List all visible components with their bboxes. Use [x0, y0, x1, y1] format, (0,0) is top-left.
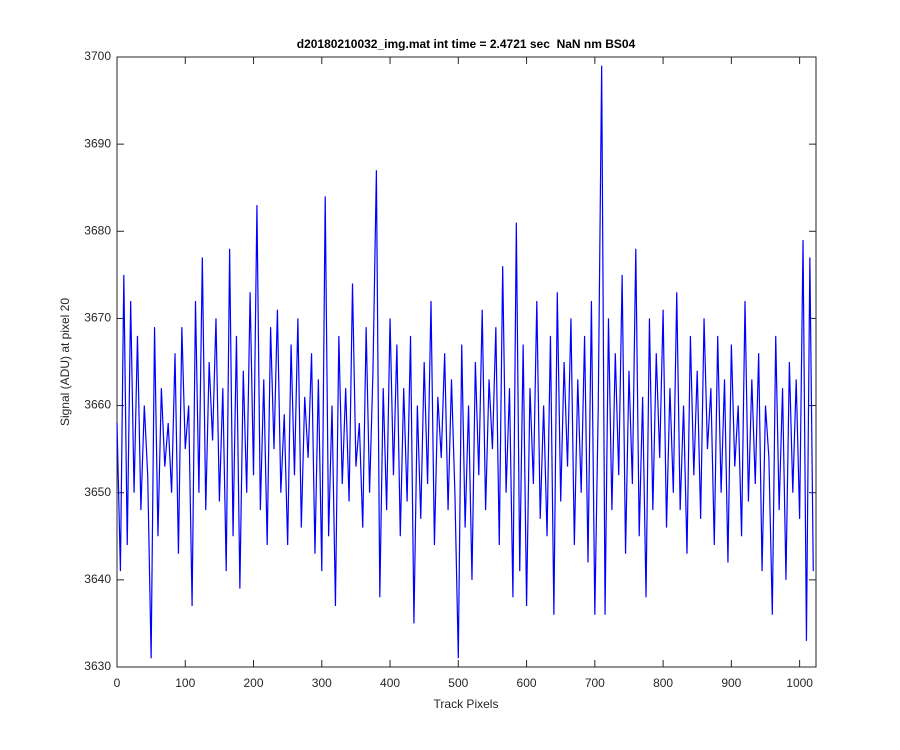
x-tick-label: 100: [175, 676, 195, 690]
x-axis-label: Track Pixels: [434, 697, 499, 711]
x-tick-label: 1000: [786, 676, 813, 690]
x-tick-label: 700: [585, 676, 605, 690]
y-axis-label: Signal (ADU) at pixel 20: [58, 298, 72, 426]
chart-title: d20180210032_img.mat int time = 2.4721 s…: [297, 37, 636, 51]
x-tick-label: 600: [517, 676, 537, 690]
x-tick-label: 900: [721, 676, 741, 690]
y-tick-label: 3650: [84, 485, 111, 499]
data-line: [116, 65, 814, 659]
y-tick-label: 3680: [84, 223, 111, 237]
y-tick-label: 3640: [84, 572, 111, 586]
plot-frame: [116, 56, 817, 668]
x-tick-label: 400: [380, 676, 400, 690]
x-tick-label: 200: [244, 676, 264, 690]
y-tick-label: 3700: [84, 49, 111, 63]
y-tick-label: 3630: [84, 659, 111, 673]
x-tick-label: 500: [448, 676, 468, 690]
y-tick-label: 3670: [84, 311, 111, 325]
y-tick-label: 3690: [84, 136, 111, 150]
x-tick-label: 800: [653, 676, 673, 690]
x-tick-label: 300: [312, 676, 332, 690]
x-tick-label: 0: [114, 676, 121, 690]
y-tick-label: 3660: [84, 398, 111, 412]
